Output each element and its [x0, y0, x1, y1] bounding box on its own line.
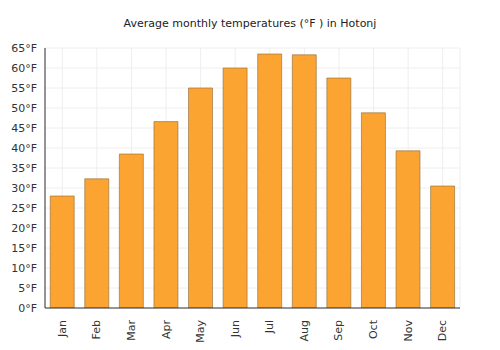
svg-text:50°F: 50°F [11, 102, 37, 115]
svg-text:Dec: Dec [436, 320, 449, 341]
svg-text:10°F: 10°F [11, 262, 37, 275]
svg-text:15°F: 15°F [11, 242, 37, 255]
svg-text:Mar: Mar [125, 320, 138, 341]
svg-text:Nov: Nov [402, 320, 415, 342]
svg-text:Jun: Jun [229, 320, 242, 338]
svg-text:Feb: Feb [90, 320, 103, 339]
svg-text:Jan: Jan [56, 320, 69, 338]
svg-text:20°F: 20°F [11, 222, 37, 235]
svg-text:45°F: 45°F [11, 122, 37, 135]
svg-text:55°F: 55°F [11, 82, 37, 95]
svg-text:25°F: 25°F [11, 202, 37, 215]
svg-text:Sep: Sep [332, 320, 345, 341]
svg-text:Oct: Oct [367, 319, 380, 339]
svg-text:Aug: Aug [298, 320, 311, 341]
svg-text:60°F: 60°F [11, 62, 37, 75]
svg-text:35°F: 35°F [11, 162, 37, 175]
svg-text:65°F: 65°F [11, 42, 37, 55]
svg-text:30°F: 30°F [11, 182, 37, 195]
svg-text:May: May [194, 320, 207, 343]
svg-text:5°F: 5°F [18, 282, 37, 295]
svg-text:Apr: Apr [160, 320, 173, 340]
svg-text:40°F: 40°F [11, 142, 37, 155]
svg-text:0°F: 0°F [18, 302, 37, 315]
html-text:Average monthly temperatures (: Average monthly temperatures (°F ) in Ho… [123, 17, 377, 30]
svg-text:Jul: Jul [263, 320, 276, 334]
